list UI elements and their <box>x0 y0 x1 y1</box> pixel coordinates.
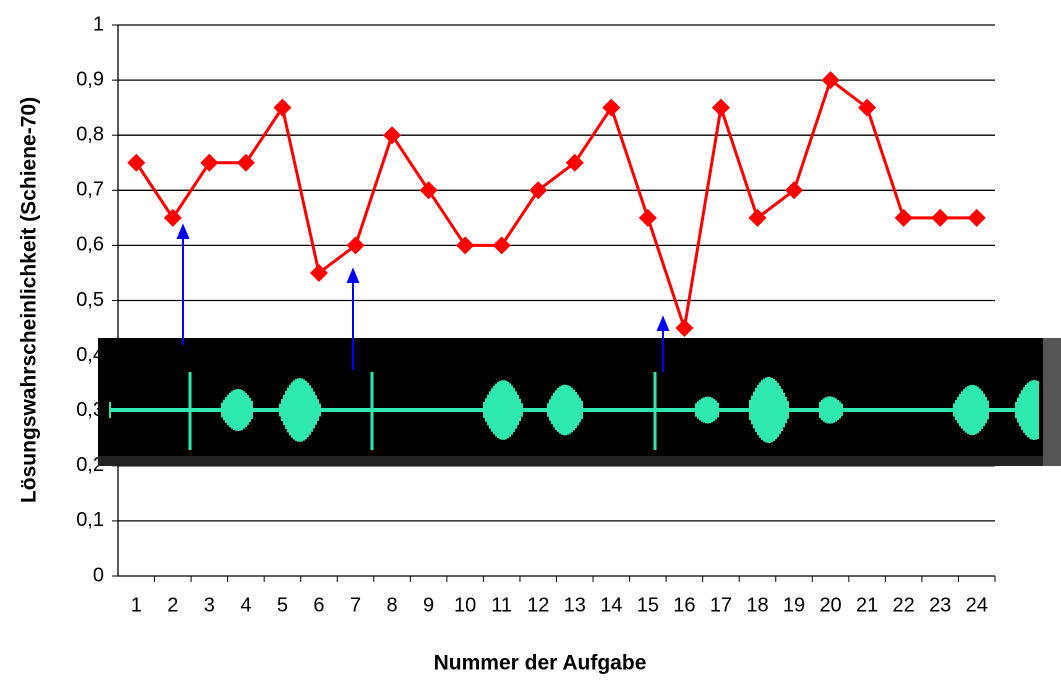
series <box>127 71 985 337</box>
x-tick-label: 17 <box>710 594 732 616</box>
series-line <box>136 80 976 328</box>
data-point <box>639 209 657 227</box>
x-axis-title: Nummer der Aufgabe <box>434 652 647 675</box>
data-point <box>273 99 291 117</box>
y-tick-label: 0,6 <box>76 234 104 256</box>
x-tick-label: 12 <box>527 594 549 616</box>
x-tick-label: 11 <box>491 594 512 616</box>
waveform-ruler <box>98 456 1043 466</box>
arrow-head <box>348 270 358 282</box>
x-tick-label: 1 <box>131 594 142 616</box>
data-point <box>895 209 913 227</box>
x-tick-label: 15 <box>637 594 659 616</box>
waveform-scale <box>1043 338 1061 466</box>
y-tick-label: 1 <box>93 13 104 35</box>
arrow-head <box>178 226 188 238</box>
x-tick-label: 18 <box>746 594 768 616</box>
data-point <box>200 154 218 172</box>
x-tick-label: 8 <box>387 594 398 616</box>
data-point <box>456 236 474 254</box>
x-tick-label: 7 <box>350 594 361 616</box>
y-axis-title: Lösungswahrscheinlichkeit (Schiene-70) <box>18 97 41 503</box>
x-tick-label: 19 <box>783 594 805 616</box>
y-tick-label: 0,7 <box>76 179 104 201</box>
x-tick-label: 6 <box>313 594 324 616</box>
data-point <box>602 99 620 117</box>
data-point <box>127 154 145 172</box>
y-tick-label: 0,8 <box>76 123 104 145</box>
data-point <box>712 99 730 117</box>
x-tick-label: 13 <box>564 594 586 616</box>
chart: Lösungswahrscheinlichkeit (Schiene-70) N… <box>0 0 1061 680</box>
x-tick-label: 24 <box>966 594 988 616</box>
y-tick-label: 0 <box>93 564 104 586</box>
data-point <box>237 154 255 172</box>
x-tick-label: 10 <box>454 594 476 616</box>
x-tick-label: 21 <box>856 594 878 616</box>
x-tick-label: 20 <box>819 594 841 616</box>
x-tick-label: 2 <box>167 594 178 616</box>
waveform-image <box>98 338 1061 466</box>
x-tick-label: 9 <box>423 594 434 616</box>
data-point <box>383 126 401 144</box>
data-point <box>420 181 438 199</box>
x-tick-label: 14 <box>600 594 622 616</box>
data-point <box>931 209 949 227</box>
x-tick-label: 5 <box>277 594 288 616</box>
data-point <box>675 319 693 337</box>
y-tick-label: 0,5 <box>76 289 104 311</box>
data-point <box>493 236 511 254</box>
data-point <box>968 209 986 227</box>
x-tick-label: 4 <box>240 594 251 616</box>
data-point <box>164 209 182 227</box>
x-tick-label: 23 <box>929 594 951 616</box>
x-tick-label: 16 <box>673 594 695 616</box>
x-tick-label: 22 <box>893 594 915 616</box>
x-tick-label: 3 <box>204 594 215 616</box>
y-tick-label: 0,1 <box>76 509 104 531</box>
arrow-head <box>658 318 668 330</box>
y-tick-label: 0,9 <box>76 68 104 90</box>
